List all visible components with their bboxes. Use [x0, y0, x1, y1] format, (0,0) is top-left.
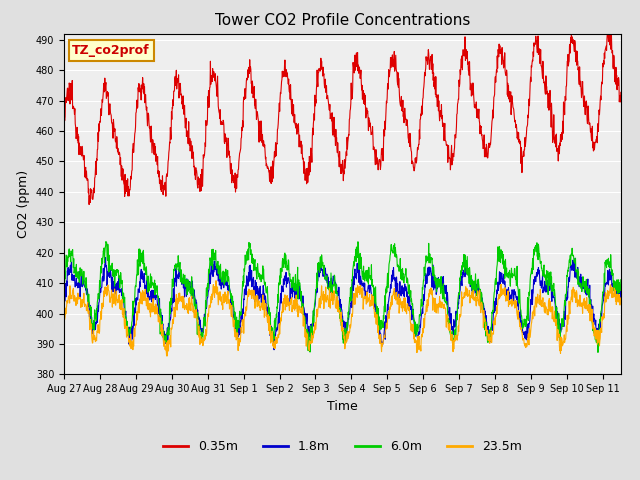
Line: 0.35m: 0.35m: [64, 27, 621, 204]
0.35m: [85, 202, 93, 207]
1.8m: [161, 329, 168, 335]
Legend: 0.35m, 1.8m, 6.0m, 23.5m: 0.35m, 1.8m, 6.0m, 23.5m: [158, 435, 527, 458]
6.0m: [272, 326, 280, 332]
6.0m: [60, 270, 68, 276]
23.5m: [544, 307, 552, 312]
Line: 6.0m: 6.0m: [64, 241, 621, 352]
0.35m: [604, 24, 612, 30]
0.35m: [221, 131, 229, 137]
6.0m: [161, 333, 168, 339]
6.0m: [171, 263, 179, 268]
0.35m: [543, 88, 551, 94]
6.0m: [594, 349, 602, 355]
23.5m: [60, 323, 68, 329]
6.0m: [221, 279, 229, 285]
23.5m: [482, 328, 490, 334]
Line: 1.8m: 1.8m: [64, 258, 621, 350]
0.35m: [60, 124, 68, 130]
6.0m: [482, 333, 490, 339]
6.0m: [543, 272, 551, 278]
Title: Tower CO2 Profile Concentrations: Tower CO2 Profile Concentrations: [214, 13, 470, 28]
Y-axis label: CO2 (ppm): CO2 (ppm): [17, 170, 30, 238]
1.8m: [272, 326, 280, 332]
Line: 23.5m: 23.5m: [64, 281, 621, 356]
6.0m: [102, 239, 110, 244]
1.8m: [171, 275, 179, 281]
X-axis label: Time: Time: [327, 400, 358, 413]
23.5m: [221, 299, 229, 304]
1.8m: [60, 308, 68, 313]
0.35m: [617, 89, 625, 95]
23.5m: [272, 340, 280, 346]
1.8m: [617, 297, 625, 303]
23.5m: [163, 353, 170, 359]
Text: TZ_co2prof: TZ_co2prof: [72, 44, 150, 57]
23.5m: [212, 278, 220, 284]
0.35m: [161, 187, 168, 193]
1.8m: [544, 281, 552, 287]
1.8m: [102, 255, 109, 261]
1.8m: [270, 347, 278, 353]
23.5m: [171, 308, 179, 314]
6.0m: [617, 277, 625, 283]
23.5m: [617, 300, 625, 306]
23.5m: [160, 343, 168, 349]
0.35m: [482, 150, 490, 156]
1.8m: [482, 312, 490, 318]
1.8m: [221, 274, 229, 280]
0.35m: [272, 140, 280, 145]
0.35m: [171, 75, 179, 81]
